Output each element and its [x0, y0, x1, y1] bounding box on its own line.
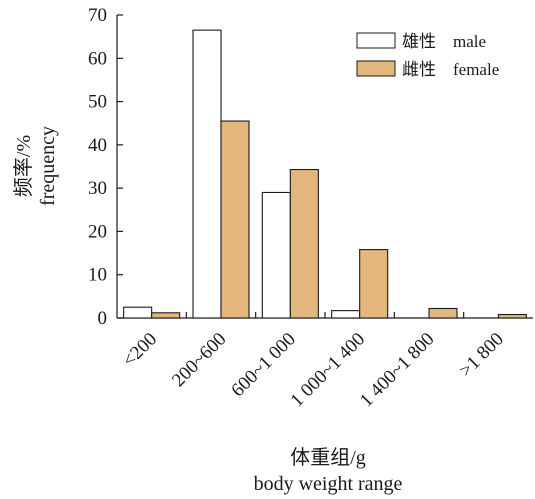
y-tick-label: 20	[88, 221, 107, 242]
legend-swatch-male	[356, 32, 396, 49]
y-tick-label: 60	[88, 48, 107, 69]
y-tick-label: 30	[88, 178, 107, 199]
bar-male	[123, 306, 153, 319]
y-tick-label: 0	[98, 308, 108, 329]
bar-female	[289, 168, 319, 319]
y-tick-label: 40	[88, 135, 107, 156]
legend-label-male: 雄性 male	[402, 32, 486, 51]
y-axis-title-en: frequency	[37, 126, 59, 206]
legend-swatch-female	[356, 60, 396, 77]
y-tick-label: 50	[88, 92, 107, 113]
bar-female	[497, 313, 527, 319]
bar-male	[192, 29, 222, 319]
bar-female	[359, 249, 389, 319]
x-axis-title-cn: 体重组/g	[290, 446, 366, 469]
y-axis-title-cn: 频率/%	[12, 135, 35, 197]
legend-label-female: 雌性 female	[402, 60, 499, 79]
bar-female	[428, 307, 458, 319]
x-tick-label: >1 800	[455, 329, 508, 382]
x-tick-label: 1 400~1 800	[356, 329, 439, 412]
x-axis-title-en: body weight range	[254, 473, 403, 495]
bar-male	[331, 310, 361, 319]
y-tick-label: 70	[88, 5, 107, 26]
x-tick-label: 200~600	[168, 329, 230, 391]
y-tick-label: 10	[88, 265, 107, 286]
x-tick-label: 1 000~1 400	[287, 329, 370, 412]
bar-male	[261, 191, 291, 319]
legend: 雄性 male 雌性 female	[356, 32, 499, 79]
x-tick-label: <200	[119, 329, 162, 372]
bar-female	[220, 120, 250, 319]
bar-female	[151, 312, 181, 319]
x-axis-title: 体重组/g body weight range	[254, 446, 403, 495]
y-axis-title: 频率/% frequency	[12, 126, 59, 206]
x-tick-label: 600~1 000	[227, 329, 300, 402]
